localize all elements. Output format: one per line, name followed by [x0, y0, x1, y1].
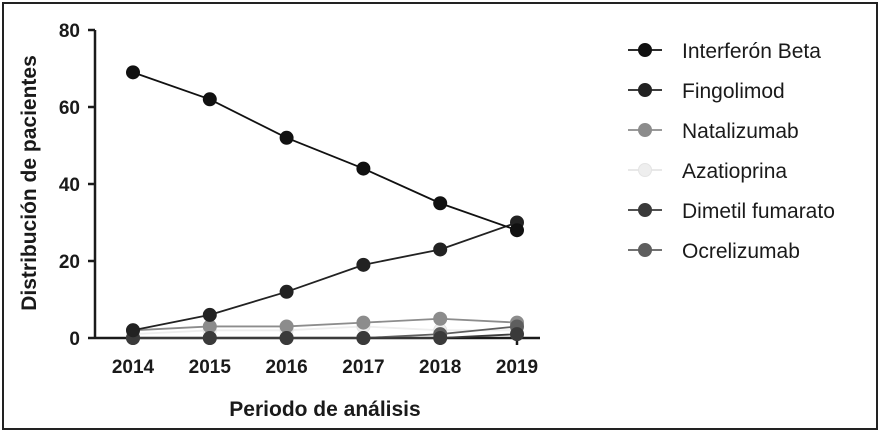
legend-marker — [638, 123, 652, 137]
series-line — [132, 71, 518, 232]
series-line — [132, 317, 518, 332]
data-point — [202, 331, 217, 345]
legend: Interferón Beta Fingolimod Natalizumab Azat… — [628, 40, 835, 263]
series-line — [132, 221, 518, 332]
data-point — [279, 284, 294, 299]
series-interferón-beta — [126, 65, 524, 238]
data-point — [510, 223, 524, 238]
x-tick-label: 2017 — [342, 357, 384, 378]
y-tick-label: 40 — [59, 175, 80, 196]
legend-label: Ocrelizumab — [682, 240, 800, 263]
y-ticks: 0 20 40 60 80 — [59, 21, 95, 350]
y-tick-label: 80 — [59, 21, 80, 42]
data-point — [202, 307, 217, 322]
series-layer — [126, 65, 524, 345]
legend-item: Azatioprina — [628, 160, 787, 183]
legend-label: Azatioprina — [682, 160, 787, 183]
legend-label: Dimetil fumarato — [682, 200, 835, 223]
data-point — [279, 130, 294, 145]
series-line — [133, 333, 518, 339]
legend-marker — [638, 203, 652, 217]
legend-label: Fingolimod — [682, 80, 785, 103]
legend-marker — [638, 83, 652, 97]
y-tick-label: 20 — [59, 252, 80, 273]
data-point — [279, 331, 294, 345]
legend-item: Natalizumab — [628, 120, 799, 143]
data-point — [126, 323, 140, 338]
legend-marker — [638, 43, 652, 57]
x-tick-label: 2016 — [265, 357, 307, 378]
y-axis-label: Distribución de pacientes — [18, 55, 41, 311]
data-point — [356, 257, 371, 272]
y-tick-label: 60 — [59, 98, 80, 119]
legend-item: Dimetil fumarato — [628, 200, 835, 223]
x-tick-label: 2019 — [496, 357, 538, 378]
x-axis-label: Periodo de análisis — [229, 398, 420, 421]
legend-marker — [638, 243, 652, 257]
data-point — [356, 161, 371, 176]
data-point — [202, 92, 217, 107]
data-point — [433, 311, 448, 326]
x-ticks: 2014 2015 2016 2017 2018 2019 — [112, 338, 538, 378]
x-tick-label: 2015 — [189, 357, 232, 378]
legend-marker — [638, 163, 652, 177]
legend-label: Interferón Beta — [682, 40, 821, 63]
legend-item: Interferón Beta — [628, 40, 821, 63]
series-line — [132, 325, 517, 336]
data-point — [356, 331, 371, 345]
legend-label: Natalizumab — [682, 120, 799, 143]
y-tick-label: 0 — [69, 329, 80, 350]
legend-item: Ocrelizumab — [628, 240, 800, 263]
chart-axes — [93, 30, 540, 340]
data-point — [433, 331, 448, 345]
data-point — [433, 242, 448, 257]
data-point — [356, 315, 371, 330]
data-point — [510, 327, 524, 342]
chart-frame — [2, 2, 878, 430]
x-tick-label: 2018 — [419, 357, 461, 378]
legend-item: Fingolimod — [628, 80, 785, 103]
series-fingolimod — [126, 215, 524, 338]
data-point — [126, 65, 140, 80]
series-natalizumab — [126, 311, 524, 338]
x-tick-label: 2014 — [112, 357, 155, 378]
data-point — [433, 196, 448, 211]
